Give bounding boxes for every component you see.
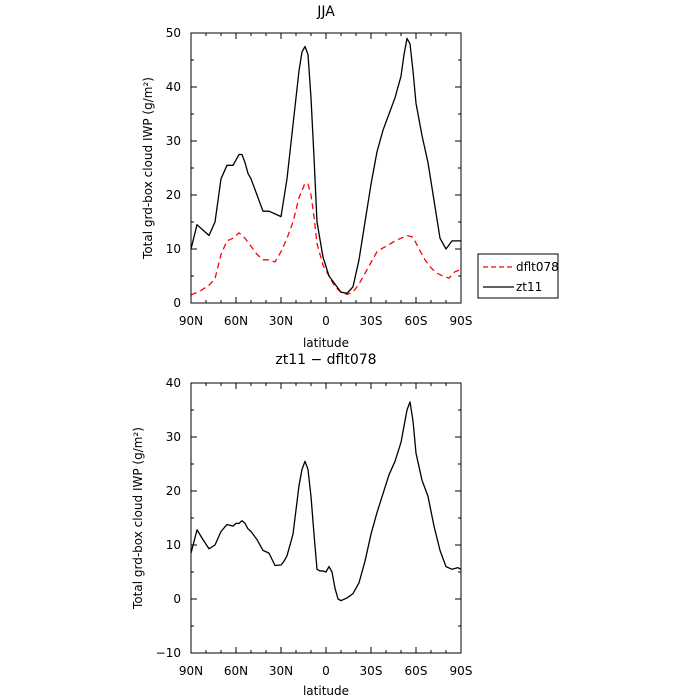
top-y-tick-label: 10 (166, 242, 181, 256)
top-y-tick-label: 40 (166, 80, 181, 94)
bottom-chart-x-axis-label: latitude (303, 684, 349, 698)
top-series-line-zt11 (190, 37, 461, 294)
top-y-tick-label: 0 (173, 296, 181, 310)
top-chart-panel: JJA 90N 60N 30N 0 30S 60S 90S 0 10 20 30 40 50 latit… (141, 4, 559, 350)
legend-box (477, 253, 559, 299)
top-chart-ticks: 90N 60N 30N 0 30S 60S 90S 0 10 20 30 40 50 (166, 26, 473, 328)
top-x-tick-label: 30S (360, 314, 383, 328)
top-x-tick-label: 90N (179, 314, 203, 328)
top-y-tick-label: 20 (166, 188, 181, 202)
top-chart-y-axis-label: Total grd-box cloud IWP (g/m²) (141, 77, 155, 260)
bottom-y-tick-label: 30 (166, 430, 181, 444)
top-x-tick-label: 90S (450, 314, 473, 328)
top-x-tick-label: 60N (224, 314, 248, 328)
top-x-tick-label: 60S (405, 314, 428, 328)
top-x-tick-label: 0 (322, 314, 330, 328)
bottom-x-tick-label: 60N (224, 664, 248, 678)
legend-entry-dflt078: dflt078 (516, 260, 559, 274)
bottom-chart-plot-frame (190, 382, 462, 654)
bottom-y-tick-label: 40 (166, 376, 181, 390)
bottom-x-tick-label: 90S (450, 664, 473, 678)
bottom-x-tick-label: 30S (360, 664, 383, 678)
bottom-y-tick-label: 20 (166, 484, 181, 498)
bottom-y-tick-label: 10 (166, 538, 181, 552)
bottom-chart-title: zt11 − dflt078 (275, 352, 376, 368)
legend-entry-zt11: zt11 (516, 280, 542, 294)
bottom-x-tick-label: 30N (269, 664, 293, 678)
bottom-x-tick-label: 90N (179, 664, 203, 678)
bottom-y-tick-label: −10 (156, 646, 181, 660)
bottom-chart-y-axis-label: Total grd-box cloud IWP (g/m²) (131, 427, 145, 610)
top-y-tick-label: 50 (166, 26, 181, 40)
bottom-y-tick-label: 0 (173, 592, 181, 606)
top-chart-title: JJA (316, 4, 335, 20)
top-y-tick-label: 30 (166, 134, 181, 148)
bottom-x-tick-label: 60S (405, 664, 428, 678)
top-series-line-dflt078 (190, 182, 462, 296)
top-chart-series (190, 37, 462, 296)
bottom-chart-panel: zt11 − dflt078 90N 60N 30N 0 30S 60S 90S −10 0 10… (131, 352, 472, 698)
bottom-chart-series (190, 401, 462, 602)
top-x-tick-label: 30N (269, 314, 293, 328)
top-chart-legend: dflt078 zt11 (477, 253, 559, 299)
top-chart-plot-frame (190, 32, 462, 304)
bottom-chart-ticks: 90N 60N 30N 0 30S 60S 90S −10 0 10 20 30 40 (156, 376, 473, 678)
bottom-x-tick-label: 0 (322, 664, 330, 678)
top-chart-x-axis-label: latitude (303, 336, 349, 350)
bottom-series-line-difference (190, 401, 462, 602)
